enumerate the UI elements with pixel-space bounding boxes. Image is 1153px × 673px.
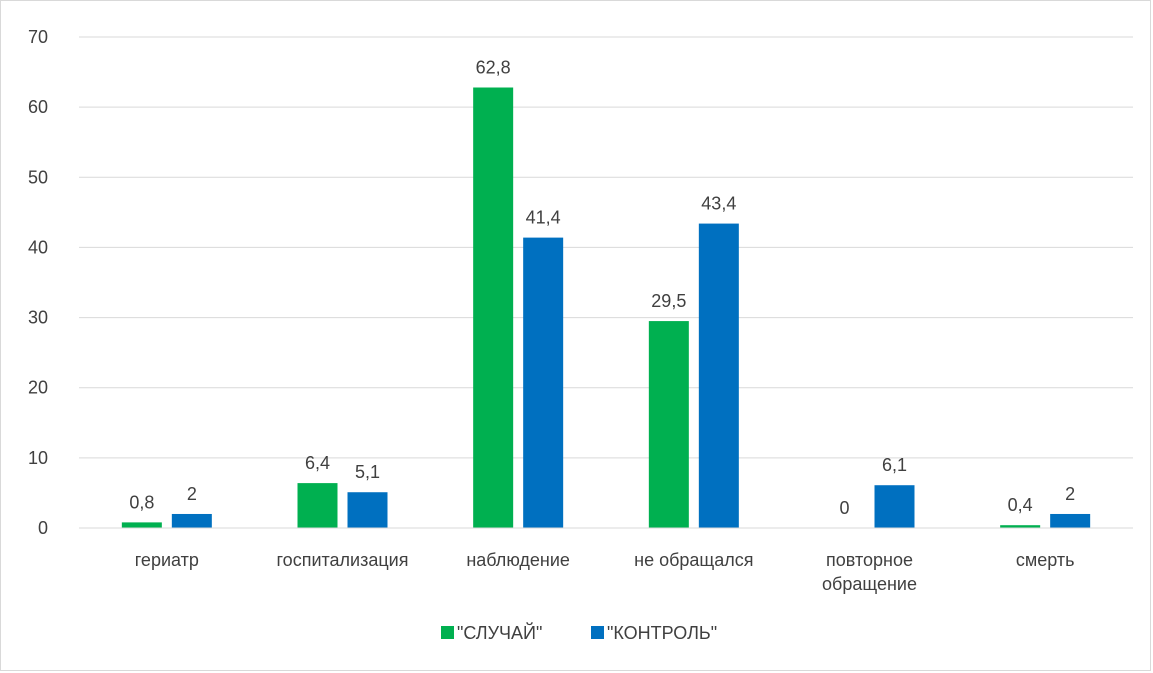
data-label: 0,8 [129, 492, 154, 512]
category-label: гериатр [135, 550, 199, 570]
bar [473, 87, 514, 528]
data-label: 41,4 [526, 208, 561, 228]
y-tick-label: 40 [28, 237, 48, 257]
legend-label: "СЛУЧАЙ" [457, 622, 542, 643]
y-tick-label: 20 [28, 378, 48, 398]
legend-swatch [591, 626, 604, 639]
category-label: обращение [822, 574, 917, 594]
data-label: 2 [187, 484, 197, 504]
bar [1000, 525, 1041, 528]
data-label: 29,5 [651, 291, 686, 311]
category-label: наблюдение [466, 550, 570, 570]
bar [297, 483, 338, 528]
y-tick-label: 0 [38, 518, 48, 538]
category-label: смерть [1016, 550, 1075, 570]
data-label: 6,1 [882, 455, 907, 475]
bar [523, 237, 564, 528]
bar [1050, 513, 1091, 528]
data-label: 62,8 [476, 58, 511, 78]
category-label: повторное [826, 550, 913, 570]
data-label: 2 [1065, 484, 1075, 504]
bar [171, 513, 212, 528]
data-label: 0,4 [1008, 495, 1033, 515]
bar [347, 492, 388, 528]
y-tick-label: 10 [28, 448, 48, 468]
data-label: 6,4 [305, 453, 330, 473]
category-label: госпитализация [277, 550, 409, 570]
category-label: не обращался [634, 550, 753, 570]
bar [648, 321, 689, 528]
y-tick-label: 60 [28, 97, 48, 117]
data-label: 5,1 [355, 462, 380, 482]
bar [698, 223, 739, 528]
data-label: 43,4 [701, 194, 736, 214]
legend-label: "КОНТРОЛЬ" [607, 623, 717, 643]
bar [874, 485, 915, 528]
y-tick-label: 50 [28, 167, 48, 187]
y-tick-label: 30 [28, 308, 48, 328]
y-tick-label: 70 [28, 27, 48, 47]
data-label: 0 [839, 498, 849, 518]
bar [121, 522, 162, 528]
legend-swatch [441, 626, 454, 639]
